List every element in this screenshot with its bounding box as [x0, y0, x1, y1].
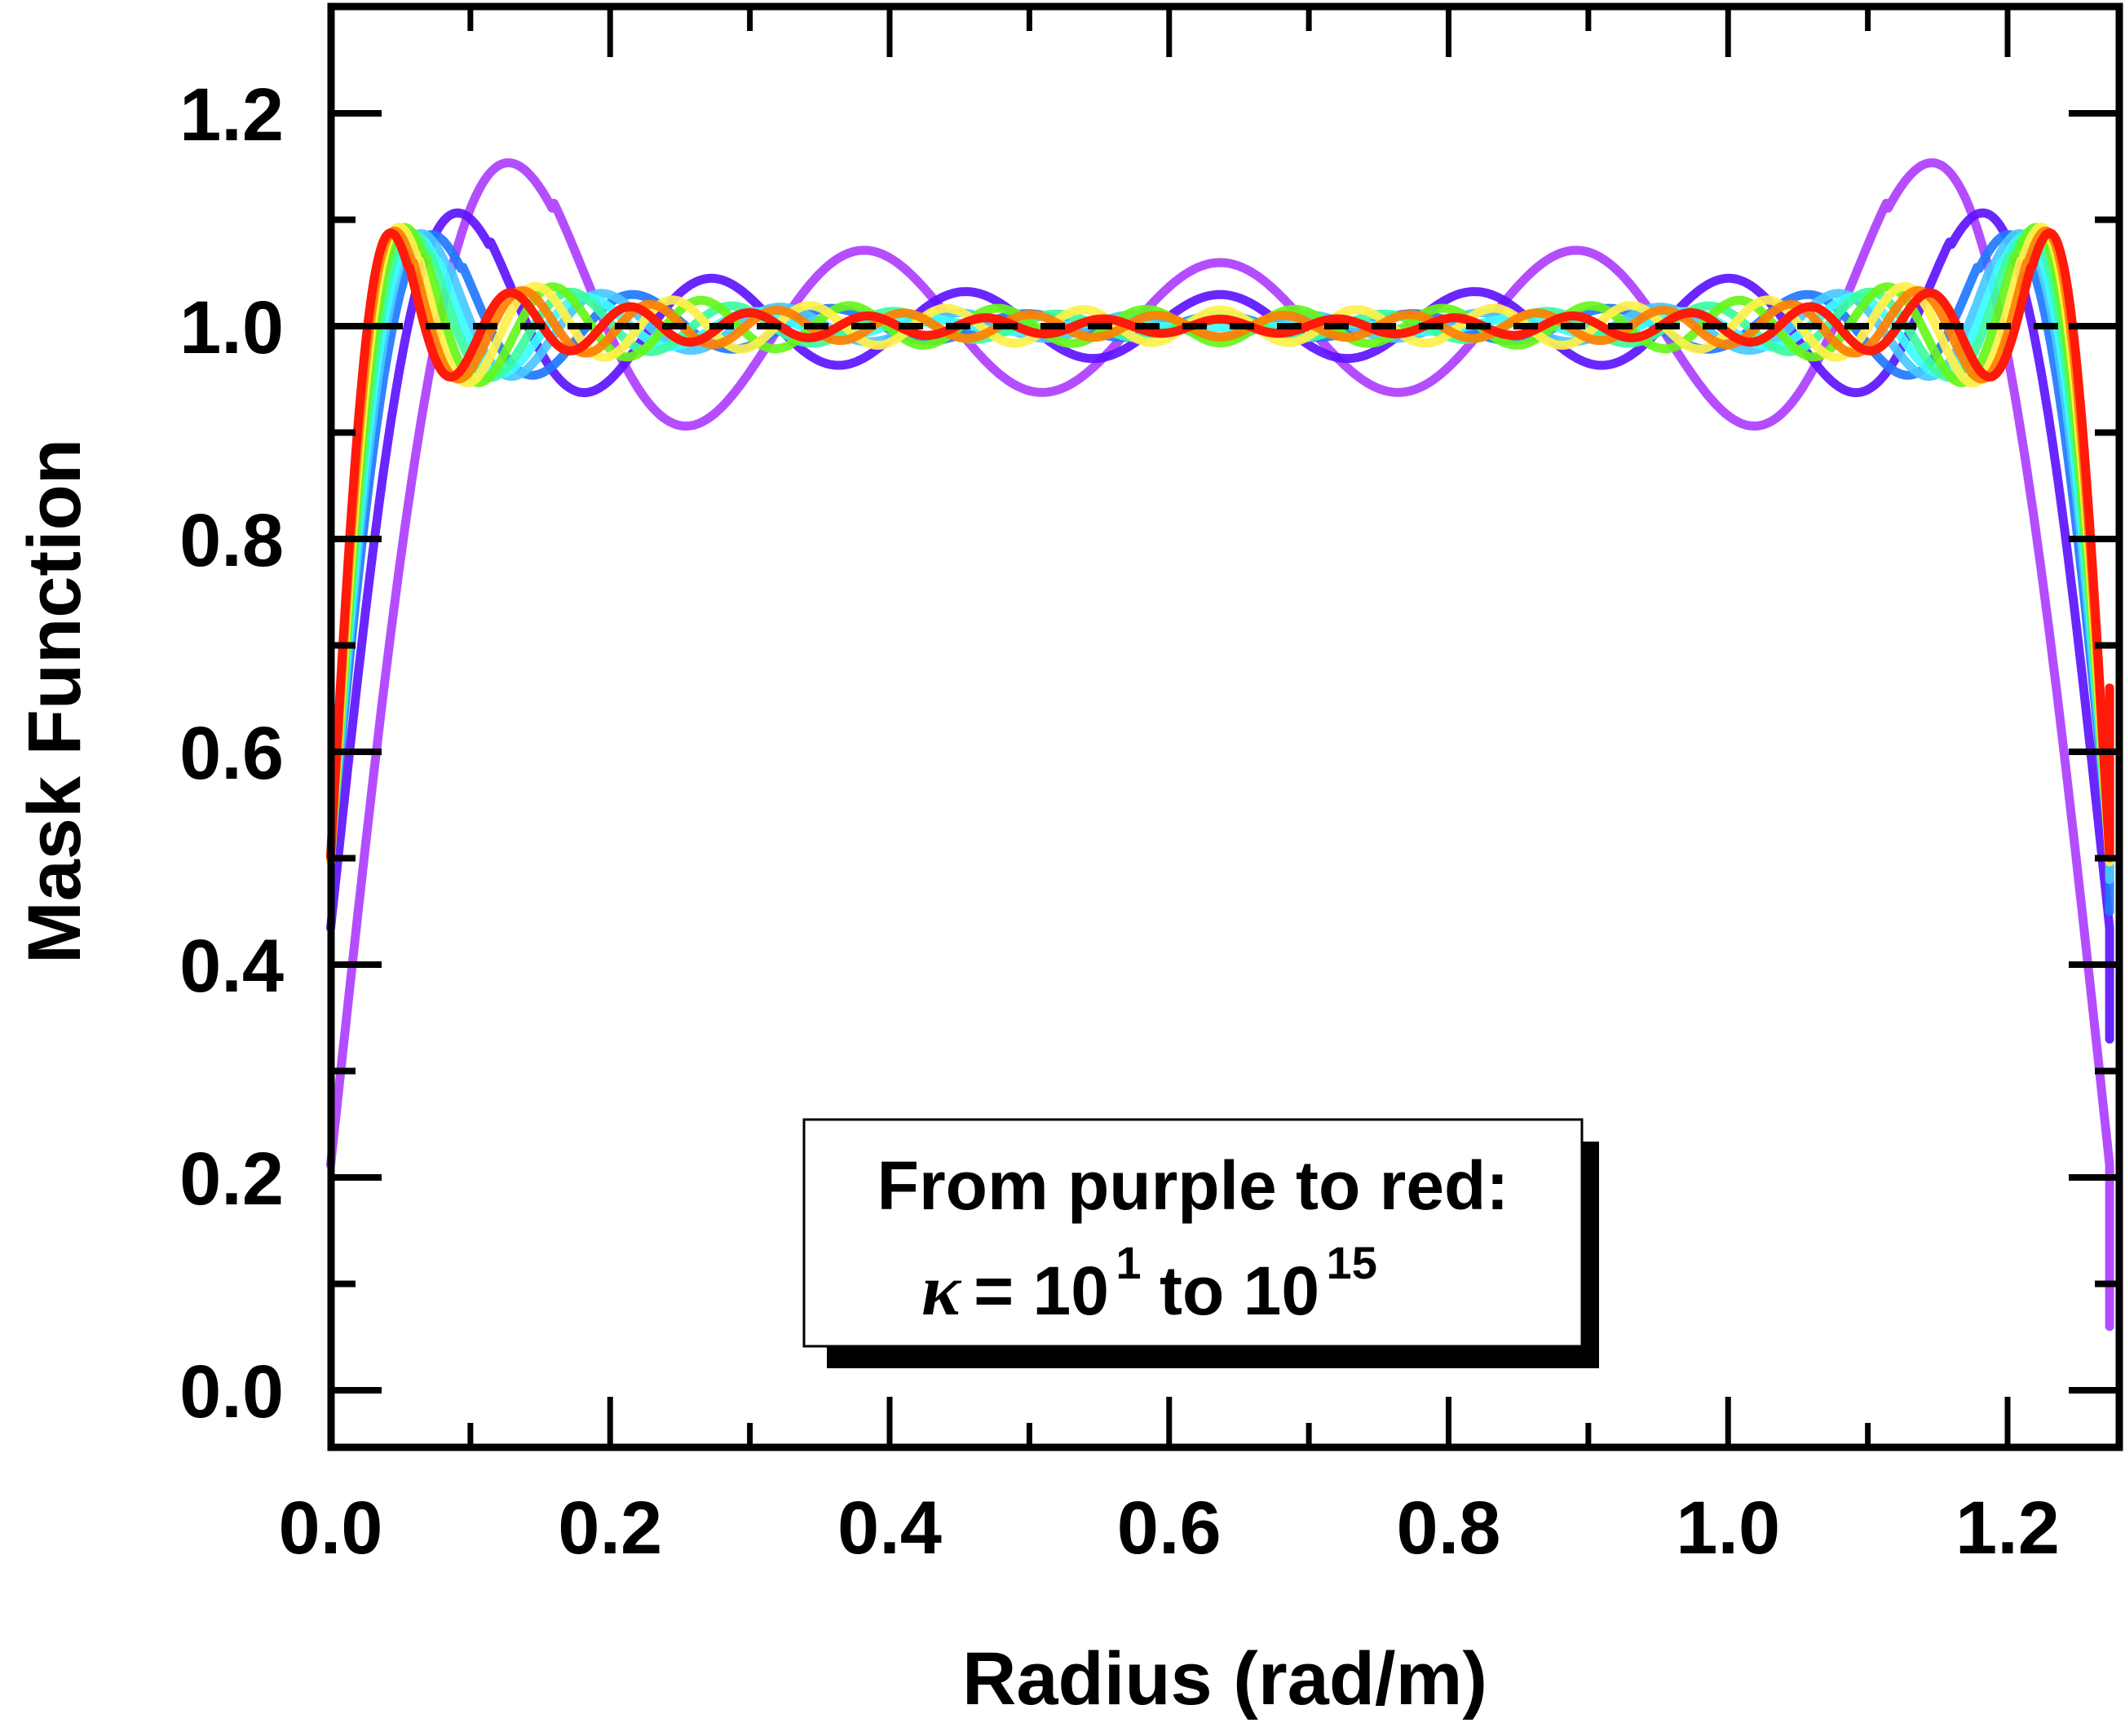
y-tick-label: 0.6 [179, 712, 284, 795]
x-tick-labels: 0.0 0.2 0.4 0.6 0.8 1.0 1.2 [279, 1486, 2060, 1570]
x-tick-label: 0.8 [1397, 1486, 1501, 1570]
series-line [326, 228, 2114, 861]
y-tick-label: 1.0 [179, 286, 284, 369]
series-line [326, 223, 2114, 866]
y-tick-label: 0.0 [179, 1350, 284, 1433]
legend-mid: to 10 [1160, 1252, 1319, 1329]
y-tick-label: 0.4 [179, 925, 284, 1008]
series-layer [326, 158, 2114, 1332]
axes-layer [327, 2, 2123, 1451]
y-tick-label: 0.8 [179, 499, 284, 582]
x-tick-label: 0.4 [837, 1486, 942, 1570]
legend-exp-2: 15 [1327, 1237, 1377, 1288]
legend-exp-1: 1 [1116, 1237, 1141, 1288]
legend-kappa: κ [921, 1250, 962, 1331]
legend-box: From purple to red: κ = 10 1 to 10 15 [802, 1118, 1599, 1368]
series-line [326, 226, 2114, 863]
x-tick-label: 0.0 [279, 1486, 383, 1570]
plot-frame [327, 2, 2123, 1451]
y-tick-label: 1.2 [179, 73, 284, 157]
x-tick-label: 1.2 [1955, 1486, 2060, 1570]
legend-frame [802, 1118, 1584, 1348]
x-tick-label: 1.0 [1676, 1486, 1780, 1570]
y-tick-labels: 0.0 0.2 0.4 0.6 0.8 1.0 1.2 [179, 73, 284, 1433]
x-tick-label: 0.6 [1117, 1486, 1222, 1570]
series-line [326, 222, 2114, 867]
y-tick-label: 0.2 [179, 1137, 284, 1221]
x-tick-label: 0.2 [558, 1486, 662, 1570]
legend-line-1: From purple to red: [877, 1147, 1509, 1224]
x-axis-title: Radius (rad/m) [962, 1637, 1487, 1721]
legend-eq: = 10 [974, 1252, 1109, 1329]
legend-line-2: κ = 10 1 to 10 15 [921, 1237, 1377, 1331]
y-axis-title: Mask Function [13, 439, 96, 964]
